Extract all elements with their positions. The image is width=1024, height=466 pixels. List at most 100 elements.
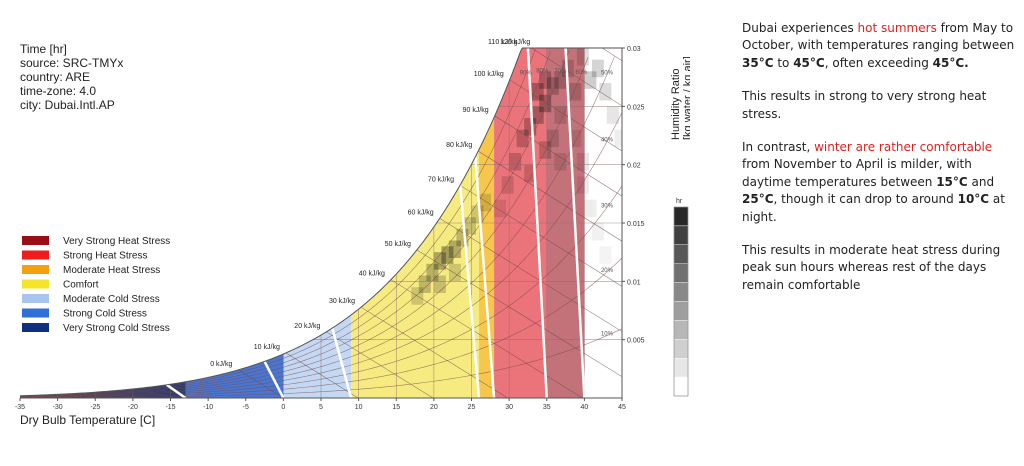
saturation-curve [19,47,622,397]
info-paragraph-3: In contrast, winter are rather comfortab… [742,139,1005,224]
enthalpy-line [523,48,622,107]
enthalpy-line [494,115,622,197]
enthalpy-label: 100 kJ/kg [474,71,504,78]
colorbar-segment [673,282,689,302]
x-tick-label: -5 [243,404,249,411]
rh-curve [20,57,589,397]
x-tick-label: -15 [165,404,175,411]
rh-curve [20,50,570,397]
stress-zone [479,117,495,398]
zone-divider [474,156,496,398]
info-paragraph-2: This results in strong to very strong he… [742,89,987,121]
data-cell [516,129,529,148]
rh-curve [20,112,622,398]
legend-swatch [22,294,49,303]
legend-swatch [22,250,49,260]
enthalpy-label: 120 kJ/kg [500,39,530,46]
colorbar-segment [673,339,689,359]
rh-label: 40% [601,138,614,144]
enthalpy-line [285,352,359,398]
stress-zone [351,149,480,398]
x-tick-label: 30 [505,404,513,411]
legend-label: Very Strong Heat Stress [63,236,170,247]
x-tick-label: 15 [392,404,400,411]
data-cell [426,263,439,282]
colorbar-segment [673,206,689,227]
data-cell [441,246,454,264]
x-tick-label: 45 [618,404,626,411]
enthalpy-label: 60 kJ/kg [408,209,434,216]
rh-curve [20,48,536,397]
rh-label: 80% [536,69,549,75]
rh-label: 70% [554,69,567,75]
rh-curve [20,185,622,398]
metadata-block: Time [hr] source: SRC-TMYx country: ARE … [20,42,123,112]
x-tick-label: -30 [53,404,63,411]
enthalpy-label: 40 kJ/kg [359,271,385,278]
legend-swatch [22,265,49,274]
rh-curve [20,51,551,397]
data-cell [464,217,476,235]
enthalpy-line [416,249,622,377]
data-cell [448,263,461,282]
data-cell [606,106,619,124]
colorbar-segment [673,301,689,321]
colorbar-segment [673,320,689,340]
enthalpy-line [509,79,622,152]
metadata-line: source: SRC-TMYx [20,56,124,70]
colorbar-segment [673,244,689,264]
metadata-line: country: ARE [20,70,91,84]
data-cell [584,71,597,89]
x-tick-label: -25 [90,404,100,411]
x-axis-title: Dry Bulb Temperature [C] [20,413,155,427]
metadata-line: city: Dubai.Intl.AP [20,98,115,112]
data-cell [494,199,507,218]
data-cell [599,246,612,264]
y-tick-label: 0.03 [627,46,641,53]
x-tick-label: -20 [128,404,138,411]
x-tick-label: -10 [203,404,213,411]
legend-swatch [22,323,49,332]
data-cell [531,83,544,101]
data-cell [509,153,522,171]
legend-swatch [22,308,49,318]
x-tick-label: 35 [543,404,551,411]
data-cell [576,48,589,66]
legend-label: Very Strong Cold Stress [63,323,170,334]
enthalpy-line [360,306,508,398]
colorbar-segment [673,263,689,283]
enthalpy-line [439,218,622,332]
data-cell [591,59,604,78]
data-cell [584,199,597,218]
enthalpy-line [238,369,284,398]
zone-divider [263,360,285,398]
enthalpy-line [536,48,622,61]
enthalpy-label: 10 kJ/kg [254,344,280,351]
zone-divider [526,48,548,398]
data-cell [448,240,461,258]
data-cell [433,252,446,270]
rh-label: 50% [601,71,614,77]
rh-label: 30% [601,203,614,209]
x-tick-label: 40 [580,404,588,411]
data-cell [576,153,589,171]
info-paragraph-1: Dubai experiences hot summers from May t… [742,21,1015,70]
metadata-line: time-zone: 4.0 [20,84,97,98]
y-axis-title-line1: Humidity Ratio [670,68,682,140]
metadata-line: Time [hr] [20,42,67,56]
y-axis-title-line2: [kg water / kg air] [682,56,690,140]
enthalpy-label: 90 kJ/kg [463,107,489,114]
x-tick-label: 20 [430,404,438,411]
data-cell [569,129,582,148]
data-cell [539,94,552,113]
x-tick-label: 10 [355,404,363,411]
x-tick-label: 0 [281,404,285,411]
rh-label: 10% [601,332,614,338]
data-cell [554,153,567,171]
colorbar-segment [673,225,689,245]
legend-label: Strong Heat Stress [63,251,147,262]
rh-label: 90% [520,71,533,77]
data-cell [531,106,544,124]
zone-divider [331,327,353,398]
rh-curve [20,56,615,398]
